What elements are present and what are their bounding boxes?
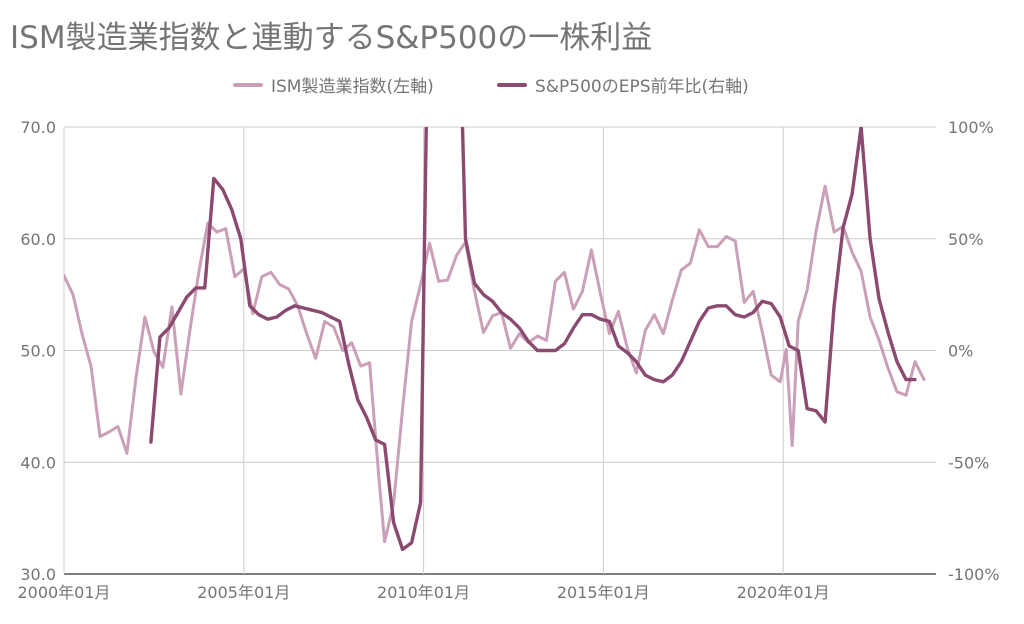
x-tick-label: 2015年01月 [557, 583, 650, 602]
y-right-tick-label: -50% [948, 453, 989, 472]
y-right-tick-label: 50% [948, 230, 984, 249]
y-right-tick-label: 0% [948, 342, 973, 361]
y-left-tick-label: 60.0 [20, 230, 56, 249]
series-layer [64, 127, 926, 552]
grid [63, 126, 936, 575]
chart-title: ISM製造業指数と連動するS&P500の一株利益 [10, 20, 653, 56]
axes-labels: 30.0 40.0 50.0 60.0 70.0 -100% -50% 0% 50% 100% 20… [17, 118, 999, 602]
legend-item-eps[interactable]: S&P500のEPS前年比(右軸) [497, 72, 749, 97]
legend-label-ism: ISM製造業指数(左軸) [271, 77, 434, 97]
legend-swatch-ism [233, 82, 263, 87]
x-tick-label: 2000年01月 [17, 583, 110, 602]
y-right-tick-label: -100% [948, 565, 1000, 584]
x-tick-label: 2005年01月 [197, 583, 290, 602]
legend: ISM製造業指数(左軸) S&P500のEPS前年比(右軸) [0, 72, 1024, 97]
x-tick-label: 2010年01月 [377, 583, 470, 602]
legend-swatch-eps [497, 82, 527, 87]
y-left-tick-label: 50.0 [20, 342, 56, 361]
legend-label-eps: S&P500のEPS前年比(右軸) [535, 77, 749, 97]
y-left-tick-label: 70.0 [20, 118, 56, 137]
series-line-ism [64, 184, 926, 544]
y-left-tick-label: 40.0 [20, 453, 56, 472]
legend-item-ism[interactable]: ISM製造業指数(左軸) [233, 72, 434, 97]
y-right-tick-label: 100% [948, 118, 994, 137]
series-line-eps [149, 127, 917, 552]
x-tick-label: 2020年01月 [737, 583, 830, 602]
y-left-tick-label: 30.0 [20, 565, 56, 584]
